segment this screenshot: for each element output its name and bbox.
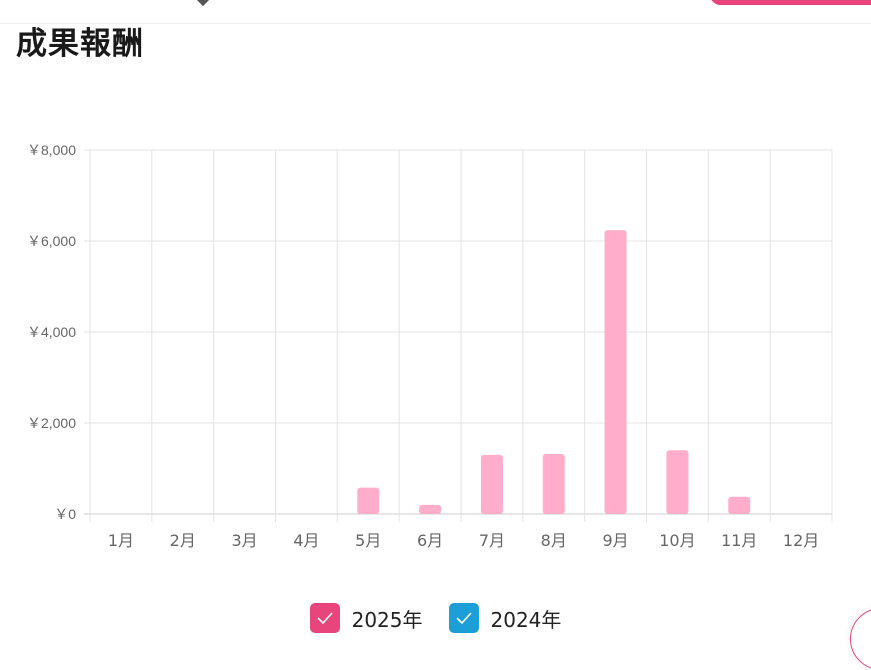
x-tick-label: 7月: [479, 531, 505, 550]
bar-8月: [542, 453, 565, 514]
header-action-button[interactable]: [710, 0, 871, 5]
check-icon: [455, 612, 472, 625]
x-tick-label: 4月: [293, 531, 319, 550]
x-tick-label: 9月: [602, 531, 628, 550]
page-title: 成果報酬: [16, 26, 144, 62]
y-tick-label: ￥0: [54, 506, 76, 522]
top-header-bar: [0, 0, 871, 24]
legend-checkbox-2024[interactable]: [448, 603, 479, 633]
legend-item-2025[interactable]: 2025年: [309, 603, 423, 633]
bar-9月: [604, 230, 627, 514]
chart-legend: 2025年 2024年: [0, 603, 871, 633]
bar-5月: [357, 487, 380, 514]
x-tick-label: 2月: [170, 531, 196, 550]
y-tick-label: ￥6,000: [27, 233, 76, 249]
y-tick-label: ￥4,000: [27, 324, 76, 340]
bar-7月: [480, 454, 503, 514]
x-tick-label: 6月: [417, 531, 443, 550]
commission-bar-chart: ￥0 ￥2,000 ￥4,000 ￥6,000 ￥8,000 1月 2月 3月 4月 5月 6月 7月…: [27, 142, 833, 550]
bar-10月: [666, 450, 689, 514]
y-tick-label: ￥2,000: [27, 415, 76, 431]
y-tick-label: ￥8,000: [27, 142, 76, 158]
legend-checkbox-2025[interactable]: [309, 603, 340, 633]
check-icon: [317, 612, 333, 625]
legend-label-2024: 2024年: [490, 607, 562, 632]
x-tick-label: 11月: [721, 531, 757, 550]
bar-6月: [419, 504, 442, 514]
x-tick-label: 12月: [783, 531, 819, 550]
legend-label-2025: 2025年: [351, 607, 423, 632]
x-tick-label: 3月: [231, 531, 257, 550]
legend-item-2024[interactable]: 2024年: [448, 603, 562, 633]
x-tick-label: 1月: [108, 531, 134, 550]
dropdown-caret-icon[interactable]: [195, 0, 211, 7]
x-tick-label: 5月: [355, 531, 381, 550]
x-tick-label: 10月: [659, 531, 695, 550]
bar-11月: [728, 496, 751, 514]
x-tick-label: 8月: [541, 531, 567, 550]
